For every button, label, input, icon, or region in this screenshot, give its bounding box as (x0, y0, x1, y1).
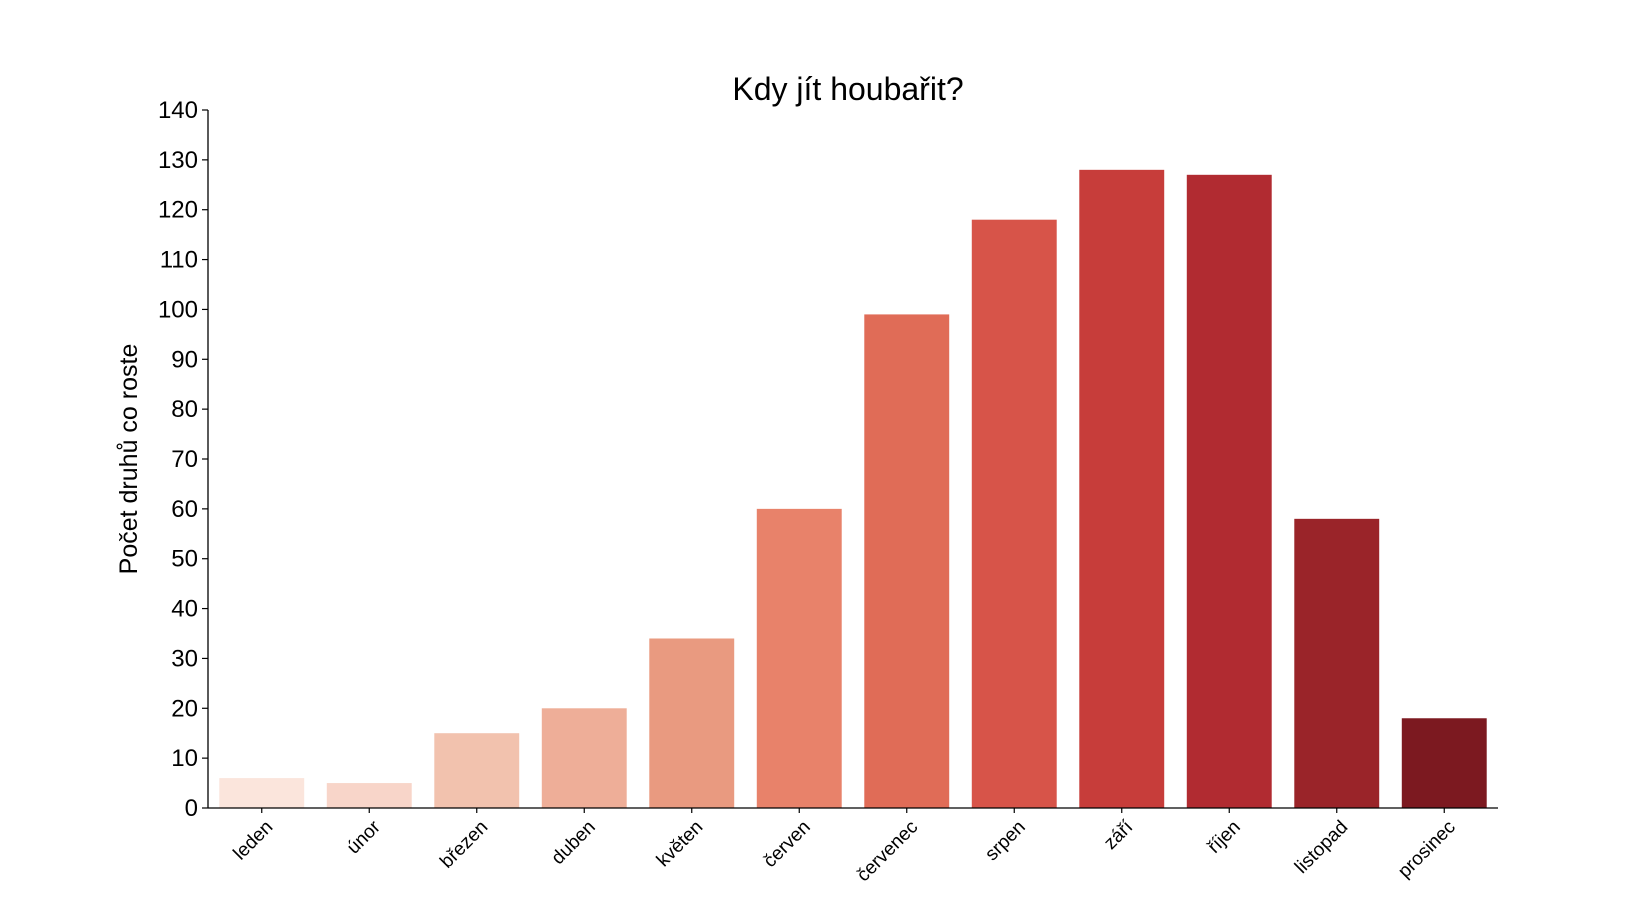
y-tick-label: 60 (171, 496, 198, 523)
bar (864, 314, 950, 808)
y-axis-label: Počet druhů co roste (115, 344, 143, 575)
y-tick-label: 110 (160, 247, 198, 274)
y-tick-label: 20 (171, 695, 198, 722)
bar (434, 733, 520, 808)
bar (971, 219, 1057, 808)
x-tick-label: leden (230, 817, 278, 865)
y-tick-label: 120 (158, 197, 198, 224)
y-tick-label: 80 (171, 396, 198, 423)
x-tick-label: srpen (981, 817, 1029, 865)
y-tick-label: 130 (158, 147, 198, 174)
bar (1186, 174, 1272, 808)
y-tick-label: 90 (171, 346, 198, 373)
y-tick-label: 30 (171, 645, 198, 672)
y-tick-label: 50 (171, 546, 198, 573)
bar (649, 638, 735, 808)
x-axis-ticks: leden únor březen duben květen červen červenec… (230, 808, 1460, 886)
x-tick-label: duben (548, 817, 600, 869)
chart-title: Kdy jít houbařit? (732, 71, 963, 107)
bar (1401, 718, 1487, 808)
y-tick-label: 40 (171, 596, 198, 623)
y-tick-label: 10 (171, 745, 198, 772)
x-tick-label: červen (760, 817, 815, 872)
bar (326, 783, 412, 808)
bar (541, 708, 627, 808)
x-tick-label: září (1100, 816, 1138, 854)
bar (1079, 169, 1165, 808)
x-tick-label: říjen (1204, 817, 1245, 858)
bar (219, 778, 305, 808)
x-tick-label: únor (343, 816, 385, 858)
x-tick-label: květen (653, 817, 707, 871)
y-tick-label: 140 (158, 97, 198, 124)
bar (756, 508, 842, 808)
bars-group (219, 169, 1487, 808)
x-tick-label: listopad (1291, 817, 1352, 878)
y-tick-label: 0 (185, 795, 198, 822)
y-axis-ticks: 0 10 20 30 40 50 60 70 80 90 100 110 120 130 140 (158, 97, 208, 822)
x-tick-label: prosinec (1394, 817, 1460, 883)
y-tick-label: 100 (158, 296, 198, 323)
x-tick-label: červenec (853, 817, 922, 886)
bar (1294, 518, 1380, 808)
x-tick-label: březen (436, 817, 492, 873)
y-tick-label: 70 (171, 446, 198, 473)
